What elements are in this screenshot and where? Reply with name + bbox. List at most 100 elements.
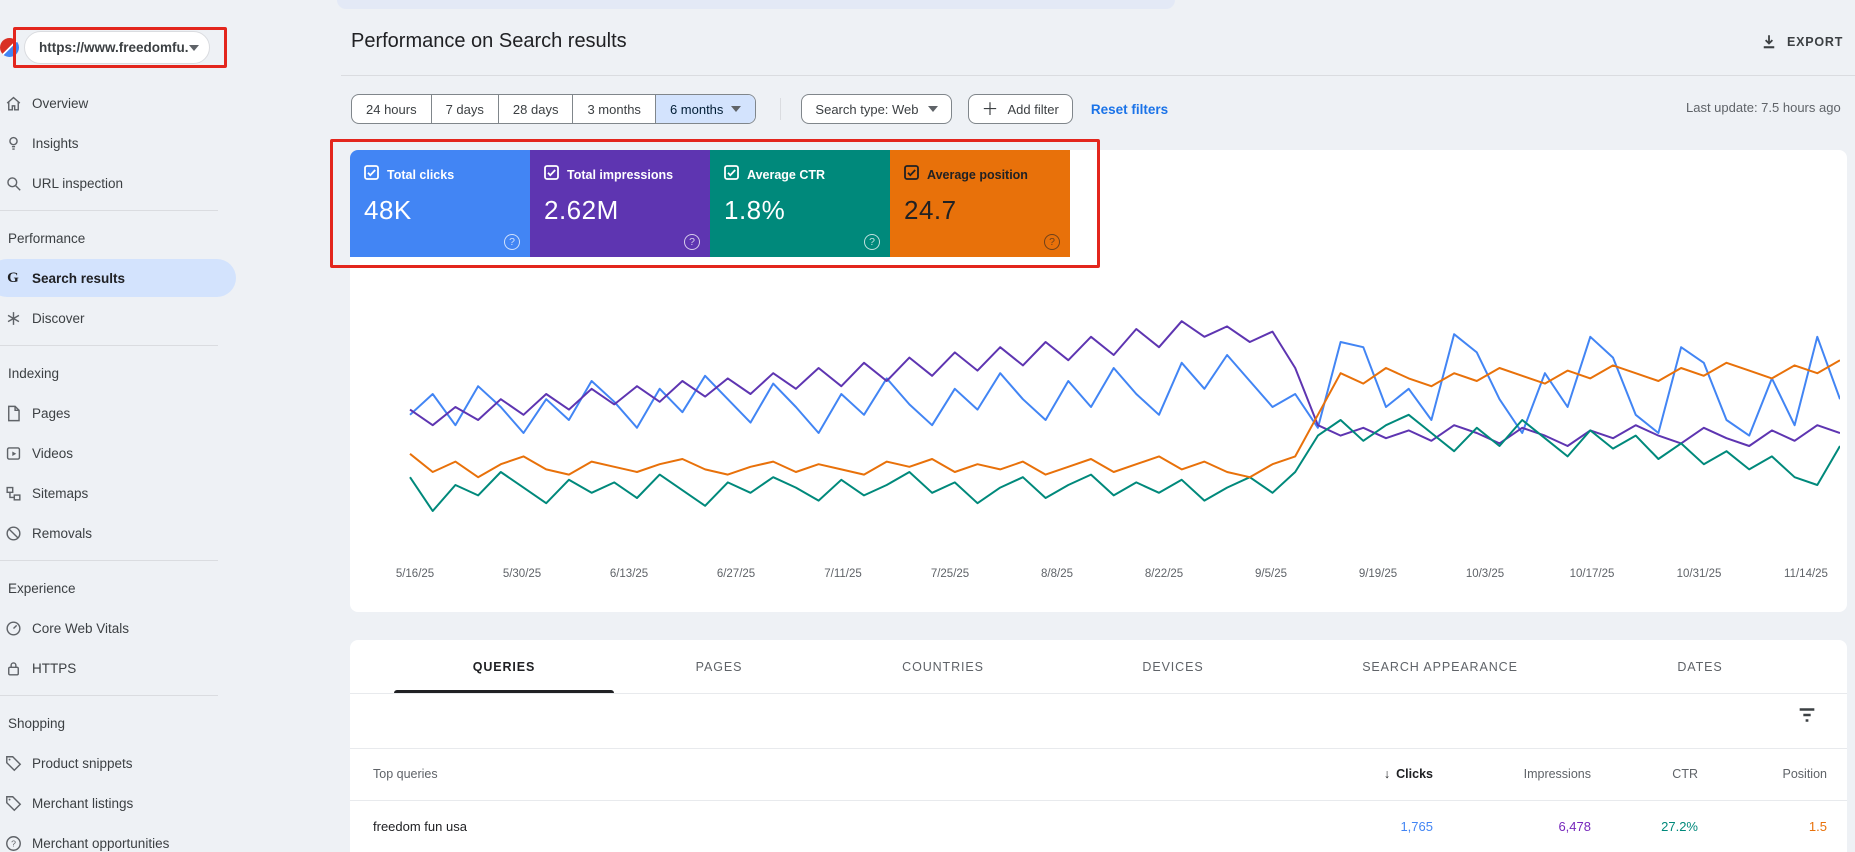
checkbox-checked-icon[interactable] [904, 165, 919, 185]
sidebar-item-insights[interactable]: Insights [0, 123, 240, 163]
metric-card-average-position[interactable]: Average position 24.7? [890, 150, 1070, 257]
sidebar-divider [0, 210, 218, 211]
removals-icon [2, 524, 24, 543]
add-filter-button[interactable]: ＋ Add filter [967, 94, 1073, 124]
sidebar-item-removals[interactable]: Removals [0, 513, 240, 553]
sidebar-item-label: Videos [32, 445, 74, 461]
date-range-28-days[interactable]: 28 days [497, 95, 573, 123]
help-icon[interactable]: ? [684, 234, 700, 250]
column-header-ctr[interactable]: CTR [1672, 767, 1698, 781]
help-icon[interactable]: ? [1044, 234, 1060, 250]
divider [350, 748, 1847, 749]
sidebar-item-label: Insights [32, 135, 79, 151]
page-icon [2, 404, 24, 423]
date-range-6-months[interactable]: 6 months [654, 95, 756, 123]
date-range-7-days[interactable]: 7 days [430, 95, 498, 123]
sidebar-item-label: Search results [32, 270, 126, 286]
sidebar-item-label: Overview [32, 95, 89, 111]
impressions-cell: 6,478 [1558, 818, 1591, 834]
tab-dates[interactable]: DATES [1677, 659, 1723, 674]
sidebar-divider [0, 345, 218, 346]
chevron-down-icon [731, 106, 742, 112]
chevron-down-icon [189, 44, 199, 51]
date-range-3-months[interactable]: 3 months [572, 95, 654, 123]
tag-question-icon: ? [2, 834, 24, 852]
series-line-average-ctr [409, 413, 1840, 512]
checkbox-checked-icon[interactable] [724, 165, 739, 185]
help-icon[interactable]: ? [504, 234, 520, 250]
table-panel: QUERIES PAGES COUNTRIES DEVICES SEARCH APPEA… [350, 640, 1847, 852]
site-favicon [0, 38, 19, 57]
checkbox-checked-icon[interactable] [544, 165, 559, 185]
tab-countries[interactable]: COUNTRIES [902, 659, 984, 674]
table-row[interactable]: freedom fun usa 1,765 6,478 27.2% 1.5 [350, 800, 1847, 852]
plus-icon: ＋ [981, 99, 999, 119]
sidebar-item-pages[interactable]: Pages [0, 393, 240, 433]
sidebar-item-label: HTTPS [32, 660, 77, 676]
sidebar-divider [0, 695, 218, 696]
search-type-chip[interactable]: Search type: Web [801, 94, 952, 124]
sidebar-item-merchant-listings[interactable]: Merchant listings [0, 783, 240, 823]
date-range-24-hours[interactable]: 24 hours [366, 101, 417, 117]
speedometer-icon [2, 619, 24, 638]
property-selector[interactable]: https://www.freedomfu... [24, 31, 210, 64]
column-header-impressions[interactable]: Impressions [1523, 767, 1591, 781]
sidebar-item-core-web-vitals[interactable]: Core Web Vitals [0, 608, 240, 648]
export-button[interactable]: EXPORT [1760, 33, 1843, 51]
sidebar-item-label: Merchant listings [32, 795, 134, 811]
sort-desc-arrow-icon: ↓ [1383, 767, 1391, 781]
query-cell: freedom fun usa [373, 818, 467, 834]
help-icon[interactable]: ? [864, 234, 880, 250]
column-header-clicks[interactable]: ↓ Clicks [1383, 767, 1433, 781]
sidebar-item-discover[interactable]: Discover [0, 298, 240, 338]
series-line-total-clicks [409, 333, 1840, 437]
checkbox-checked-icon[interactable] [364, 165, 379, 185]
sidebar-item-https[interactable]: HTTPS [0, 648, 240, 688]
x-tick-label: 10/17/25 [1569, 568, 1615, 580]
column-header-top-queries[interactable]: Top queries [373, 767, 438, 781]
x-tick-label: 10/3/25 [1465, 568, 1505, 580]
metric-card-total-clicks[interactable]: Total clicks 48K? [350, 150, 530, 257]
x-tick-label: 6/27/25 [716, 568, 756, 580]
x-tick-label: 9/5/25 [1255, 568, 1287, 580]
clicks-cell: 1,765 [1400, 818, 1433, 834]
tab-devices[interactable]: DEVICES [1142, 659, 1204, 674]
add-filter-label: Add filter [1007, 101, 1059, 117]
x-tick-label: 7/11/25 [824, 568, 862, 580]
tab-pages[interactable]: PAGES [695, 659, 743, 674]
sidebar-item-label: Sitemaps [32, 485, 89, 501]
filter-icon[interactable] [1796, 704, 1818, 726]
sidebar-item-label: URL inspection [32, 175, 124, 191]
sidebar-item-videos[interactable]: Videos [0, 433, 240, 473]
chart-panel: Total clicks 48K? Total impressions 2.62M? A… [350, 150, 1847, 612]
performance-line-chart[interactable] [360, 285, 1840, 555]
column-header-position[interactable]: Position [1782, 767, 1827, 781]
metric-value: 24.7 [904, 195, 957, 225]
metric-value: 2.62M [544, 195, 619, 225]
chevron-down-icon [927, 106, 938, 112]
last-update-text: Last update: 7.5 hours ago [1686, 100, 1841, 115]
sidebar-item-overview[interactable]: Overview [0, 83, 240, 123]
metric-cards: Total clicks 48K? Total impressions 2.62M? A… [350, 150, 1070, 257]
tab-search-appearance[interactable]: SEARCH APPEARANCE [1362, 659, 1518, 674]
sidebar-item-search-results[interactable]: G Search results [0, 258, 240, 298]
search-icon [2, 174, 24, 193]
series-line-total-impressions [409, 320, 1840, 447]
position-cell: 1.5 [1808, 818, 1827, 834]
chip-divider [780, 98, 782, 120]
date-range-control: 24 hours 7 days 28 days 3 months 6 months [351, 94, 757, 124]
x-tick-label: 8/22/25 [1144, 568, 1184, 580]
filter-bar: 24 hours 7 days 28 days 3 months 6 months Se… [351, 94, 1168, 124]
reset-filters-link[interactable]: Reset filters [1090, 101, 1169, 117]
active-tab-underline [394, 690, 614, 693]
x-tick-label: 5/16/25 [395, 568, 435, 580]
tab-queries[interactable]: QUERIES [472, 659, 536, 674]
sidebar-item-sitemaps[interactable]: Sitemaps [0, 473, 240, 513]
sidebar-item-product-snippets[interactable]: Product snippets [0, 743, 240, 783]
sidebar-item-merchant-opportunities[interactable]: ? Merchant opportunities [0, 823, 240, 852]
metric-value: 1.8% [724, 195, 786, 225]
video-icon [2, 444, 24, 463]
metric-card-average-ctr[interactable]: Average CTR 1.8%? [710, 150, 890, 257]
metric-card-total-impressions[interactable]: Total impressions 2.62M? [530, 150, 710, 257]
sidebar-item-url-inspection[interactable]: URL inspection [0, 163, 240, 203]
